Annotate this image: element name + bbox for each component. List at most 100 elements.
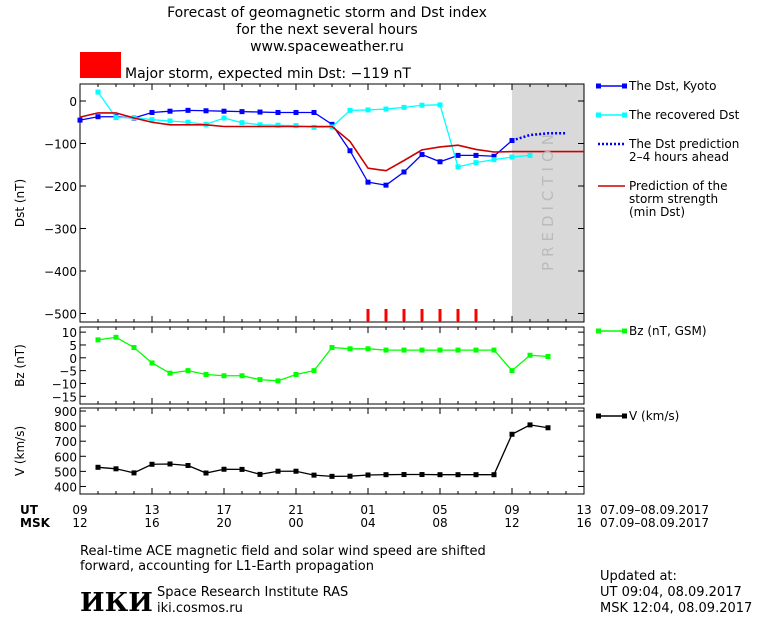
data-point bbox=[185, 107, 191, 113]
data-point bbox=[275, 468, 281, 474]
legend-label: Bz (nT, GSM) bbox=[629, 324, 707, 338]
data-point bbox=[365, 107, 371, 113]
y-tick-label: 800 bbox=[54, 420, 77, 434]
speed-legend: V (km/s) bbox=[596, 409, 679, 423]
data-point bbox=[437, 159, 443, 165]
data-point bbox=[473, 472, 479, 478]
legend-label: V (km/s) bbox=[629, 409, 679, 423]
dst-legend: The Dst, Kyoto The recovered Dst The Dst p… bbox=[596, 79, 740, 219]
data-point bbox=[347, 107, 353, 113]
y-tick-label: −500 bbox=[44, 308, 77, 322]
data-point bbox=[311, 368, 317, 374]
data-point bbox=[257, 109, 263, 115]
data-point bbox=[95, 337, 101, 343]
data-point bbox=[293, 109, 299, 115]
msk-tick-label: 12 bbox=[72, 516, 87, 530]
ut-tick-label: 01 bbox=[360, 503, 375, 517]
msk-tick-label: 08 bbox=[432, 516, 447, 530]
data-point bbox=[419, 102, 425, 108]
data-point bbox=[383, 472, 389, 478]
data-point bbox=[221, 108, 227, 114]
ut-tick-label: 09 bbox=[504, 503, 519, 517]
site-url: www.spaceweather.ru bbox=[250, 39, 404, 55]
updated-title: Updated at: bbox=[600, 569, 677, 584]
y-tick-label: 500 bbox=[54, 465, 77, 479]
data-point bbox=[185, 462, 191, 468]
data-point bbox=[383, 106, 389, 112]
series-line bbox=[79, 112, 584, 172]
data-point bbox=[239, 466, 245, 472]
y-axis-label: V (km/s) bbox=[13, 426, 27, 476]
updated-ut: UT 09:04, 08.09.2017 bbox=[600, 585, 742, 600]
data-point bbox=[437, 472, 443, 478]
series-line bbox=[511, 132, 566, 142]
y-axis-label: Dst (nT) bbox=[13, 179, 27, 227]
data-point bbox=[455, 152, 461, 158]
data-point bbox=[203, 371, 209, 377]
data-point bbox=[419, 152, 425, 158]
y-tick-label: −100 bbox=[44, 138, 77, 152]
data-point bbox=[527, 352, 533, 358]
msk-axis-label: MSK bbox=[20, 516, 51, 530]
bz-legend: Bz (nT, GSM) bbox=[596, 324, 707, 338]
msk-tick-label: 00 bbox=[288, 516, 303, 530]
msk-tick-label: 12 bbox=[504, 516, 519, 530]
data-point bbox=[185, 119, 191, 125]
msk-tick-label: 04 bbox=[360, 516, 375, 530]
title-line-1: Forecast of geomagnetic storm and Dst in… bbox=[167, 5, 487, 21]
data-point bbox=[491, 157, 497, 163]
y-tick-label: −200 bbox=[44, 180, 77, 194]
data-point bbox=[167, 461, 173, 467]
y-tick-label: 0 bbox=[69, 352, 77, 366]
data-point bbox=[311, 109, 317, 115]
ut-tick-label: 05 bbox=[432, 503, 447, 517]
data-point bbox=[545, 425, 551, 431]
data-point bbox=[203, 108, 209, 114]
legend-marker bbox=[622, 328, 627, 334]
data-point bbox=[257, 122, 263, 128]
data-point bbox=[437, 347, 443, 353]
y-tick-label: −5 bbox=[59, 365, 77, 379]
note-line-2: forward, accounting for L1-Earth propaga… bbox=[80, 559, 374, 574]
data-point bbox=[509, 431, 515, 437]
y-tick-label: 600 bbox=[54, 450, 77, 464]
legend-label: Prediction of the bbox=[629, 179, 728, 193]
y-tick-label: 10 bbox=[62, 326, 77, 340]
institute-name: Space Research Institute RAS bbox=[157, 585, 348, 600]
data-point bbox=[473, 347, 479, 353]
msk-tick-label: 16 bbox=[144, 516, 159, 530]
y-tick-label: −300 bbox=[44, 223, 77, 237]
data-point bbox=[527, 422, 533, 428]
data-point bbox=[401, 104, 407, 110]
data-point bbox=[275, 378, 281, 384]
legend-marker bbox=[596, 112, 601, 118]
msk-tick-label: 16 bbox=[576, 516, 591, 530]
data-point bbox=[347, 346, 353, 352]
data-point bbox=[239, 120, 245, 126]
data-point bbox=[455, 472, 461, 478]
prediction-label: PREDICTION bbox=[539, 129, 557, 271]
y-tick-label: 5 bbox=[69, 339, 77, 353]
data-point bbox=[167, 108, 173, 114]
legend-label: The recovered Dst bbox=[628, 108, 740, 122]
panel-frame bbox=[79, 407, 585, 495]
data-point bbox=[167, 118, 173, 124]
data-point bbox=[167, 370, 173, 376]
data-point bbox=[131, 470, 137, 476]
data-point bbox=[221, 115, 227, 121]
data-point bbox=[491, 472, 497, 478]
ut-tick-label: 09 bbox=[72, 503, 87, 517]
msk-tick-label: 20 bbox=[216, 516, 231, 530]
legend-label: The Dst, Kyoto bbox=[628, 79, 716, 93]
data-point bbox=[347, 473, 353, 479]
data-point bbox=[473, 152, 479, 158]
data-point bbox=[95, 464, 101, 470]
y-tick-label: 900 bbox=[54, 405, 77, 419]
data-point bbox=[347, 148, 353, 154]
data-point bbox=[95, 89, 101, 95]
data-point bbox=[221, 373, 227, 379]
data-point bbox=[527, 152, 533, 158]
prediction-band bbox=[512, 84, 584, 322]
